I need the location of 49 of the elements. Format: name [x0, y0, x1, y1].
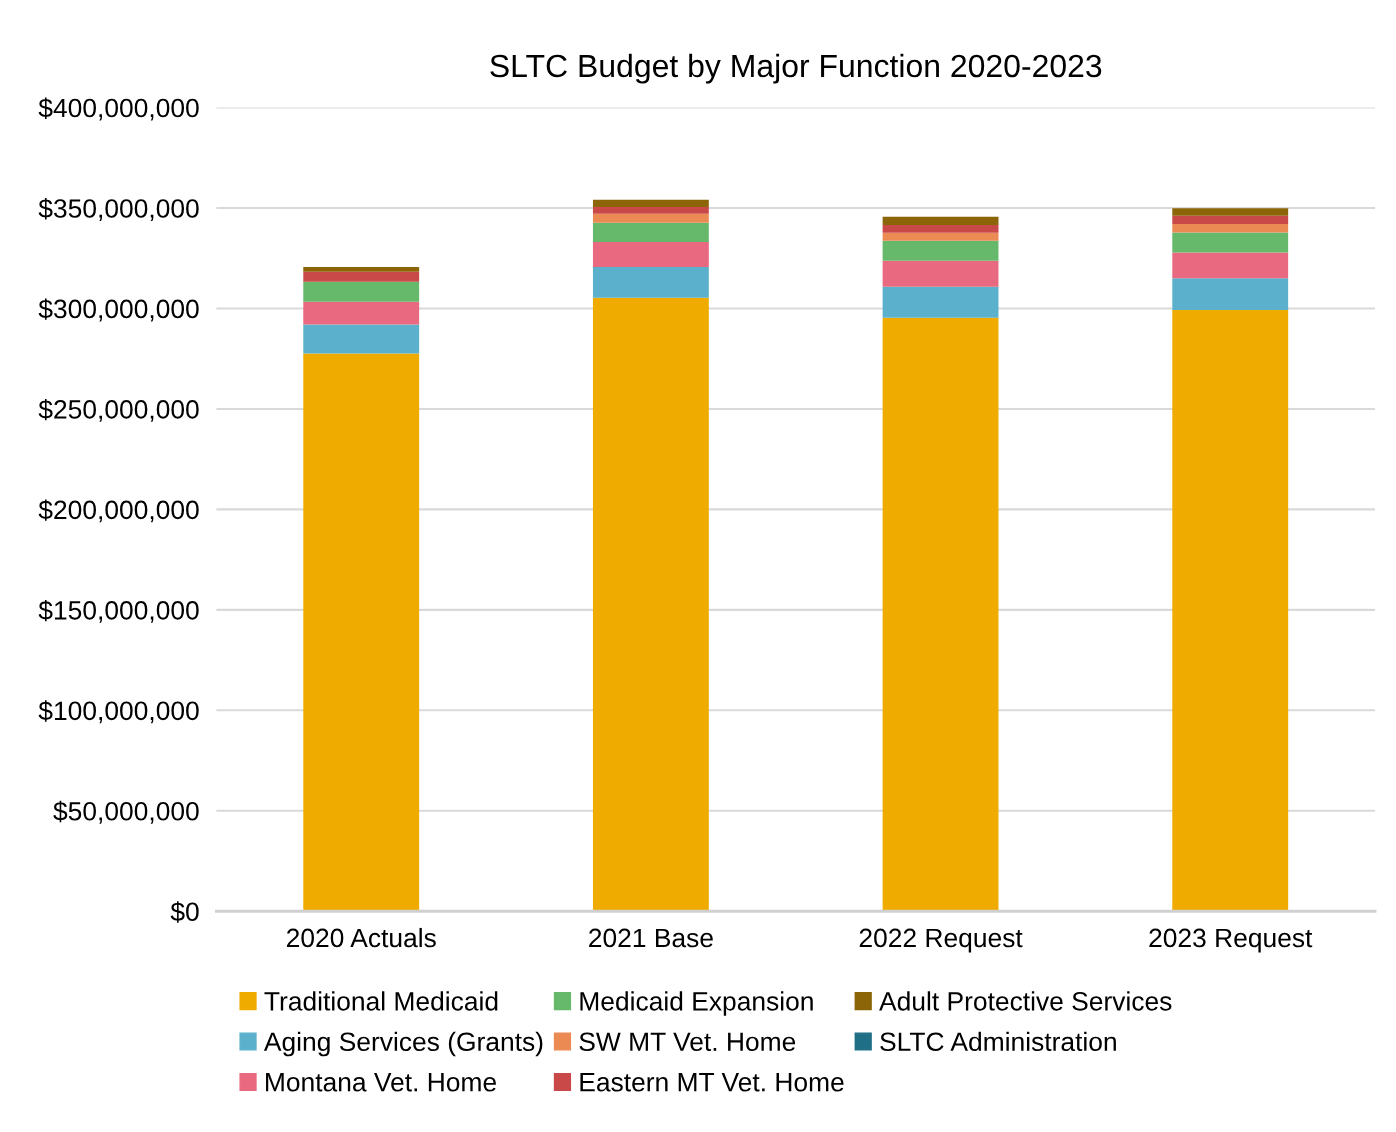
- bar: [592, 222, 709, 242]
- legend-label: SLTC Administration: [880, 1031, 1116, 1052]
- x-tick-label: 2021 Base: [589, 928, 713, 948]
- bar: [1172, 215, 1289, 224]
- bar: [1172, 232, 1289, 253]
- bar: [303, 324, 420, 354]
- legend-label: Eastern MT Vet. Home: [580, 1073, 844, 1092]
- bar: [882, 225, 999, 233]
- bar: [882, 232, 999, 241]
- legend-label: Aging Services (Grants): [263, 1031, 543, 1057]
- bar: [303, 271, 420, 282]
- x-tick-label: 2020 Actuals: [286, 927, 436, 948]
- chart-title: SLTC Budget by Major Function 2020-2023: [490, 53, 1102, 84]
- legend-label: Montana Vet. Home: [266, 1073, 496, 1092]
- bar: [1172, 310, 1289, 912]
- bar: [882, 240, 999, 261]
- bar: [303, 281, 420, 302]
- bar: [303, 301, 420, 325]
- bar: [303, 267, 420, 272]
- bar: [592, 213, 709, 223]
- y-tick-label: $0: [170, 901, 199, 923]
- bar: [592, 207, 709, 214]
- y-tick-label: $250,000,000: [38, 398, 199, 422]
- y-tick-label: $350,000,000: [38, 198, 199, 221]
- bar: [303, 353, 420, 912]
- legend-label: SW MT Vet. Home: [579, 1032, 796, 1052]
- y-tick-label: $400,000,000: [38, 97, 199, 121]
- bar: [592, 266, 709, 298]
- bar: [882, 317, 999, 912]
- y-tick-label: $300,000,000: [38, 298, 199, 322]
- bar: [592, 199, 709, 207]
- bar: [882, 260, 999, 287]
- bar: [882, 286, 999, 318]
- y-tick-label: $150,000,000: [38, 599, 199, 623]
- legend-label: Adult Protective Services: [879, 991, 1172, 1011]
- legend-label: Medicaid Expansion: [580, 991, 813, 1016]
- bar: [1172, 252, 1289, 279]
- bar: [1172, 208, 1289, 216]
- bar: [1172, 223, 1289, 233]
- bar: [1172, 278, 1289, 311]
- x-tick-label: 2022 Request: [859, 928, 1023, 953]
- y-tick-label: $50,000,000: [53, 800, 199, 824]
- bar: [592, 241, 709, 267]
- y-tick-label: $200,000,000: [38, 499, 199, 523]
- legend-label: Traditional Medicaid: [264, 991, 498, 1011]
- bar: [592, 297, 709, 912]
- x-tick-label: 2023 Request: [1149, 928, 1313, 953]
- y-tick-label: $100,000,000: [38, 700, 199, 724]
- bar: [882, 216, 999, 226]
